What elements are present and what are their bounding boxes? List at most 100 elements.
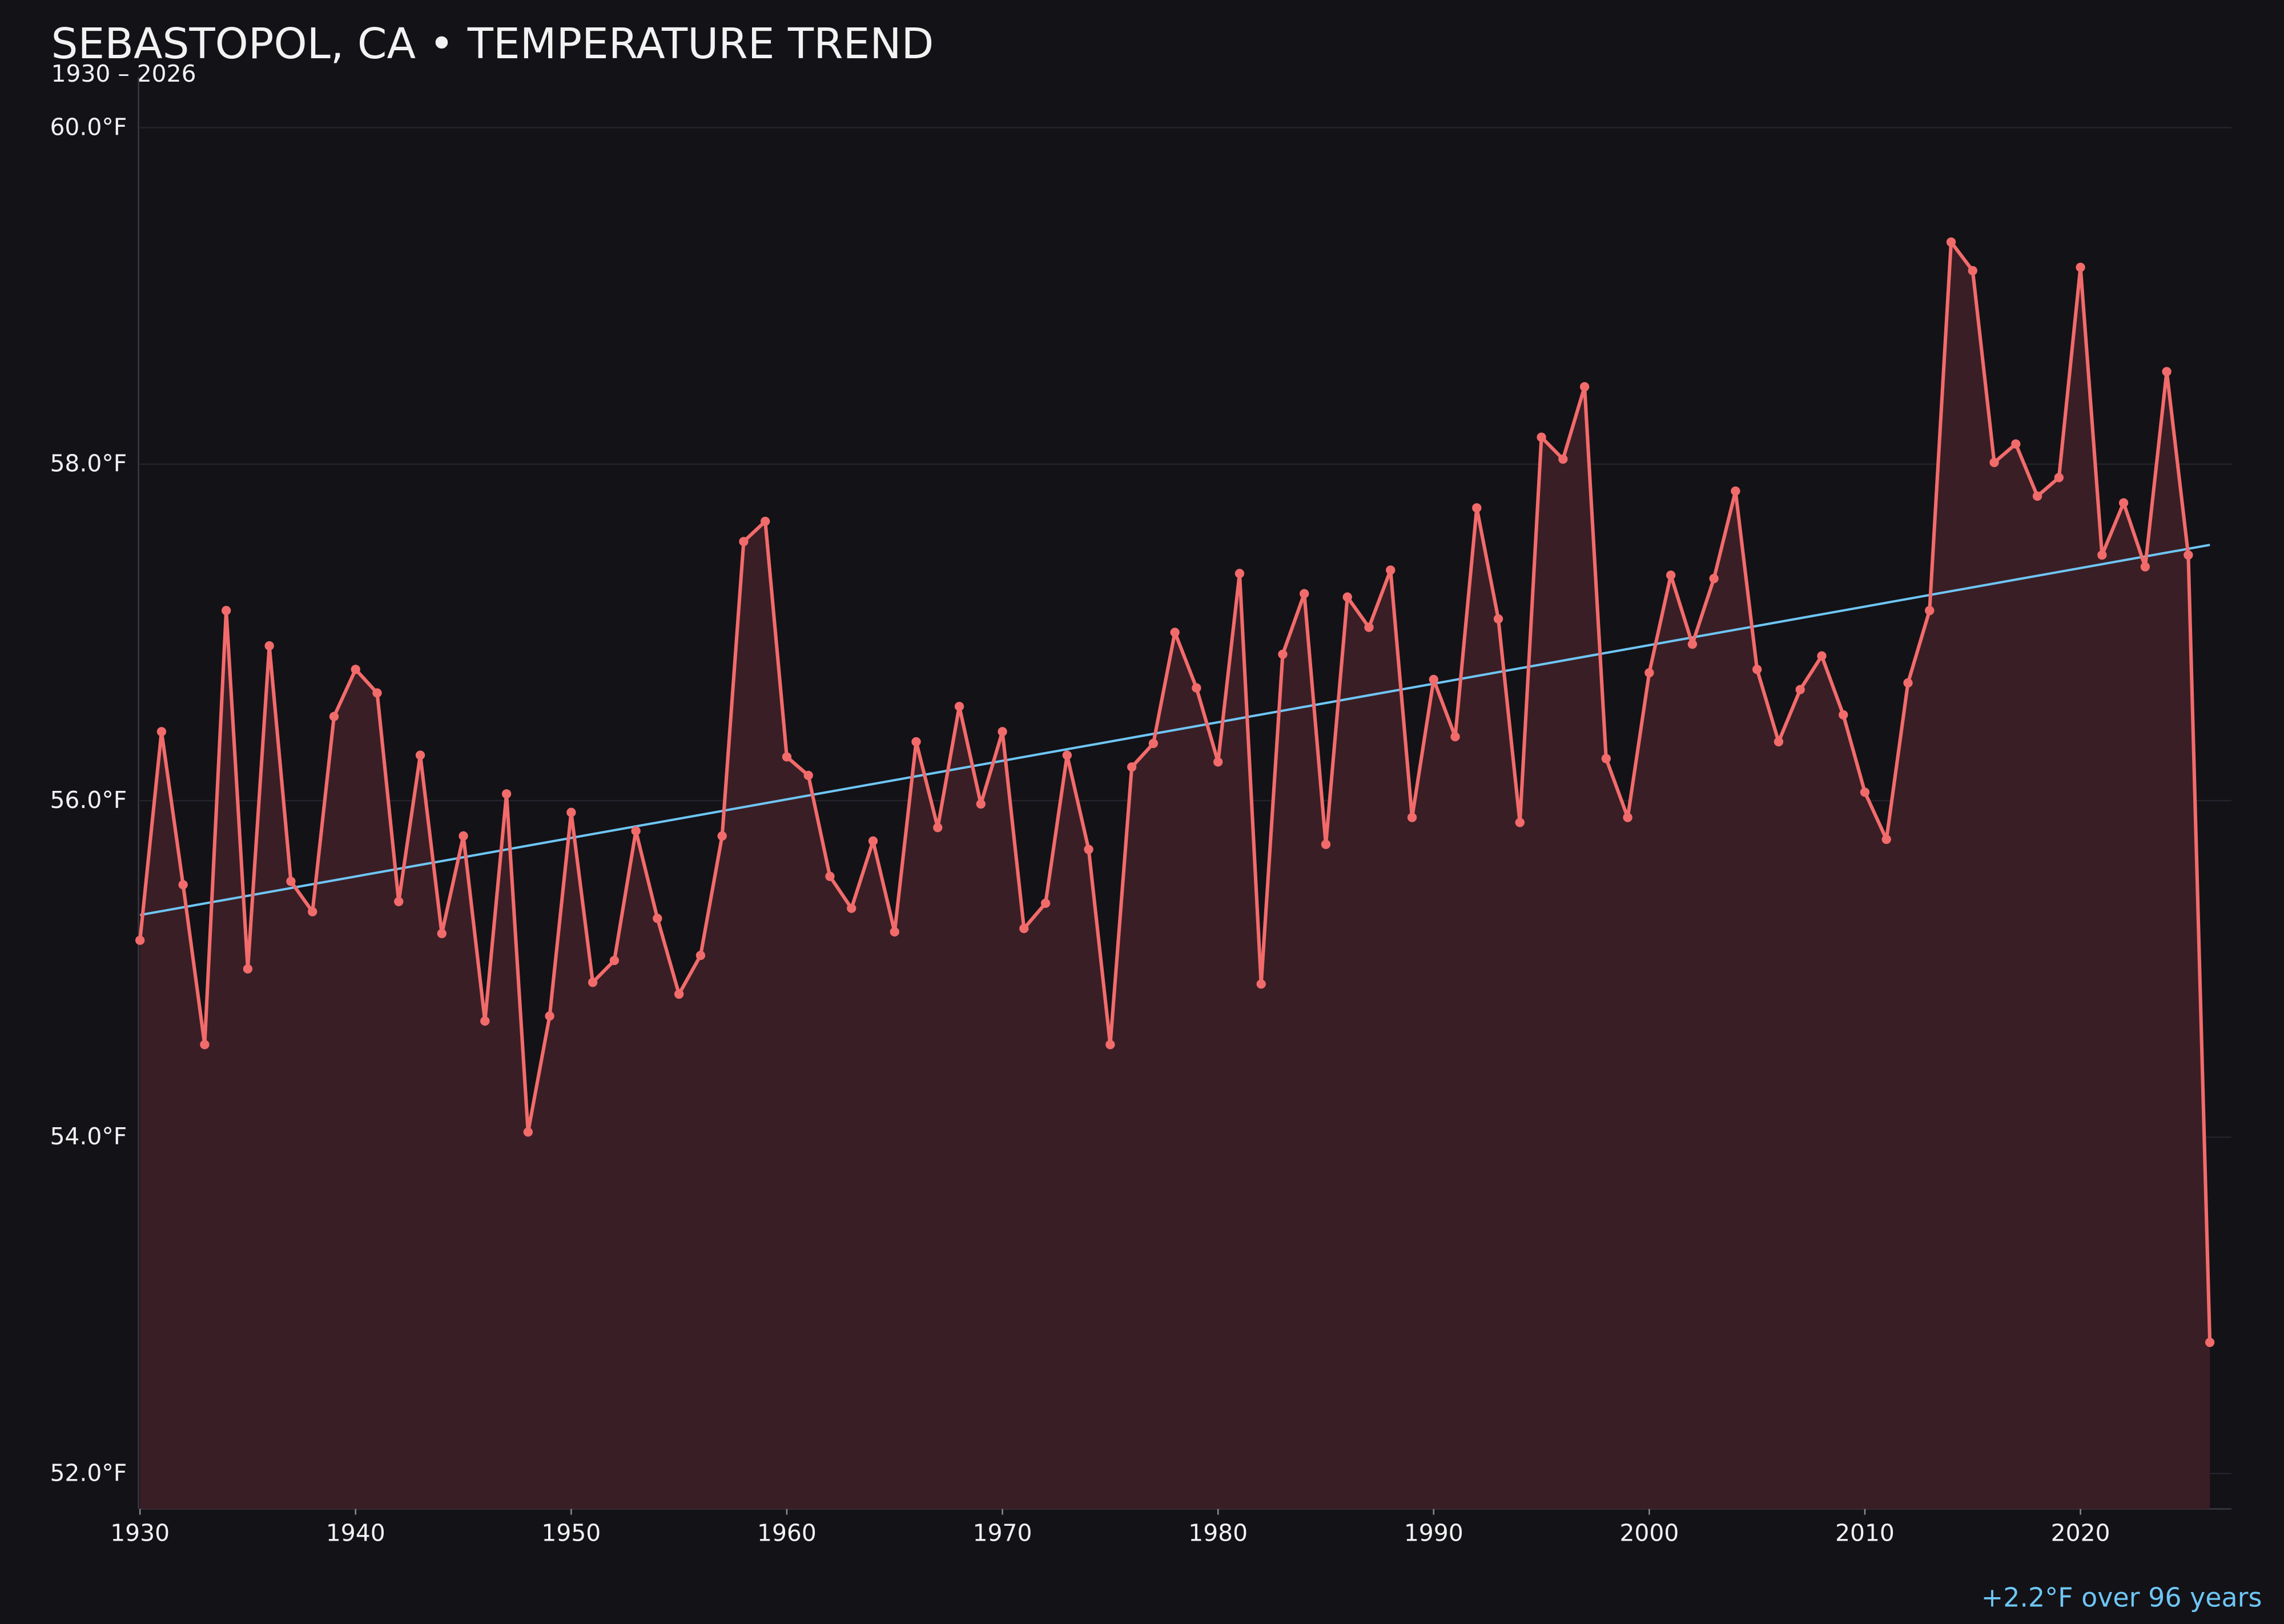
data-point [1989,457,1999,468]
data-point [372,688,382,698]
data-point [1968,266,1977,276]
x-tick-label: 1940 [326,1520,385,1547]
data-point [264,641,274,651]
data-point [1946,237,1956,247]
data-point [1342,592,1352,602]
x-tick-label: 2000 [1619,1520,1679,1547]
data-point [1817,651,1827,661]
data-point [222,606,231,616]
data-point [2162,367,2172,376]
data-point [566,807,576,817]
data-point [803,770,813,781]
data-point [1364,622,1374,632]
y-tick-label: 54.0°F [50,1123,127,1150]
data-point [243,964,253,974]
data-point [1407,813,1417,822]
data-point [1040,898,1051,908]
data-point [609,955,620,966]
data-point [1687,639,1698,649]
data-point [1278,649,1288,659]
data-point [308,907,317,916]
x-tick-label: 1930 [110,1520,170,1547]
x-tick-label: 1970 [973,1520,1032,1547]
data-point [1105,1040,1115,1050]
data-point [825,871,835,881]
data-point [1235,569,1245,578]
data-point [501,789,512,799]
data-point [761,516,770,526]
data-point [1127,762,1137,772]
data-point [1860,787,1870,797]
x-tick-label: 1980 [1188,1520,1248,1547]
data-point [2184,550,2193,560]
data-point [1925,606,1935,616]
data-point [1579,382,1590,392]
data-point [1601,754,1611,763]
area-fill [140,242,2210,1509]
data-point [674,989,684,999]
data-point [717,831,727,841]
data-point [156,727,167,737]
x-tick-label: 2020 [2051,1520,2110,1547]
data-point [437,928,447,939]
data-point [1752,665,1762,674]
data-point [868,836,878,846]
trend-line [139,544,2210,916]
data-point [2205,1337,2215,1347]
data-point [1062,750,1072,760]
data-point [2054,473,2064,483]
data-point [782,752,792,762]
data-point [1019,923,1029,934]
data-point [1213,757,1223,767]
data-point [1666,570,1676,580]
x-tick-label: 1950 [541,1520,601,1547]
y-tick-label: 60.0°F [50,113,127,140]
data-point [1644,668,1654,678]
data-point [178,880,188,890]
y-tick-label: 52.0°F [50,1459,127,1486]
data-point [329,711,339,721]
data-point [415,750,425,760]
data-point [695,950,706,960]
data-point [2118,498,2129,508]
data-point [2076,262,2085,272]
data-point [286,877,296,886]
data-point [135,935,145,945]
x-tick-label: 1960 [757,1520,817,1547]
data-point [1429,674,1438,685]
data-point [523,1127,533,1137]
data-point [2097,550,2107,560]
data-point [631,826,641,836]
data-point [653,914,662,923]
data-point [847,903,856,913]
data-point [1731,486,1740,496]
data-point [1386,565,1396,575]
data-point [1300,589,1309,598]
data-point [1192,683,1201,693]
data-point [1515,818,1525,827]
data-point [998,727,1007,737]
data-point [459,831,468,841]
data-point [200,1040,210,1050]
trend-annotation: +2.2°F over 96 years [1981,1582,2262,1613]
data-point [1084,845,1093,854]
x-tick-label: 1990 [1404,1520,1463,1547]
data-point [2032,491,2042,501]
data-point [1903,678,1913,688]
data-point [1795,685,1805,694]
data-point [1493,614,1503,624]
data-point [1450,731,1460,742]
y-tick-label: 56.0°F [50,786,127,814]
data-point [588,978,598,987]
data-point [976,799,986,809]
data-point [1709,574,1719,584]
data-point [394,897,404,907]
data-point [1558,454,1568,464]
data-point [1170,628,1180,637]
data-point [1774,737,1784,747]
x-tick-label: 2010 [1835,1520,1895,1547]
data-point [890,927,899,937]
data-point [1256,979,1266,989]
